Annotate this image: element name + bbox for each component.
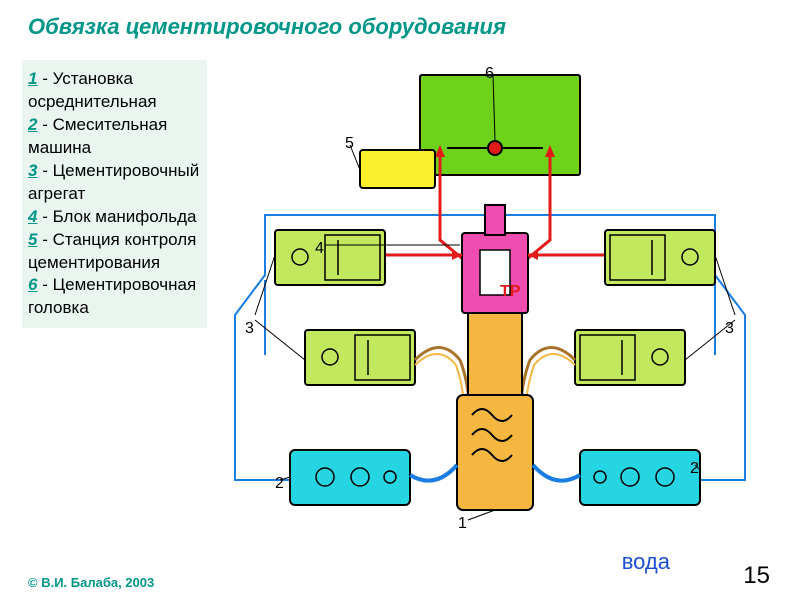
legend-item: 1 - Установка осреднительная: [28, 68, 201, 114]
legend-item: 5 - Станция контроля цементирования: [28, 229, 201, 275]
legend-text: - Станция контроля цементирования: [28, 230, 196, 272]
unit-3-top-right: [605, 230, 715, 285]
legend-item: 6 - Цементировочная головка: [28, 274, 201, 320]
title-text: Обвязка цементировочного оборудования: [28, 14, 506, 39]
callout-5: 5: [345, 135, 354, 153]
callout-6: 6: [485, 65, 494, 83]
page-number: 15: [743, 562, 770, 590]
water-text: вода: [622, 549, 670, 574]
legend-item: 2 - Смесительная машина: [28, 114, 201, 160]
unit-2-left: [290, 450, 410, 505]
unit-1: [457, 395, 533, 510]
legend-text: - Цементировочная головка: [28, 275, 196, 317]
unit-6: [420, 75, 580, 175]
legend-item: 4 - Блок манифольда: [28, 206, 201, 229]
unit-3-bottom-left: [305, 330, 415, 385]
diagram-svg: [210, 55, 770, 535]
callout-3-left: 3: [245, 320, 254, 338]
unit-5: [360, 150, 435, 188]
legend-item: 3 - Цементировочный агрегат: [28, 160, 201, 206]
footer-copyright: © В.И. Балаба, 2003: [28, 575, 154, 590]
legend-text: - Блок манифольда: [37, 207, 196, 226]
callout-2-left: 2: [275, 475, 284, 493]
unit-2-right: [580, 450, 700, 505]
equipment-diagram: 6 5 4 3 3 2 2 1 ТР: [210, 55, 770, 535]
legend-text: - Установка осреднительная: [28, 69, 157, 111]
label-tp: ТР: [500, 283, 520, 301]
callout-4: 4: [315, 240, 324, 258]
callout-2-right: 2: [690, 460, 699, 478]
unit-3-bottom-right: [575, 330, 685, 385]
slide-title: Обвязка цементировочного оборудования: [28, 14, 506, 40]
legend-box: 1 - Установка осреднительная2 - Смесител…: [22, 60, 207, 328]
callout-3-right: 3: [725, 320, 734, 338]
legend-text: - Смесительная машина: [28, 115, 167, 157]
water-label: вода: [622, 549, 670, 575]
unit-3-top-left: [275, 230, 385, 285]
footer-text: © В.И. Балаба, 2003: [28, 575, 154, 590]
callout-1: 1: [458, 515, 467, 533]
legend-text: - Цементировочный агрегат: [28, 161, 199, 203]
